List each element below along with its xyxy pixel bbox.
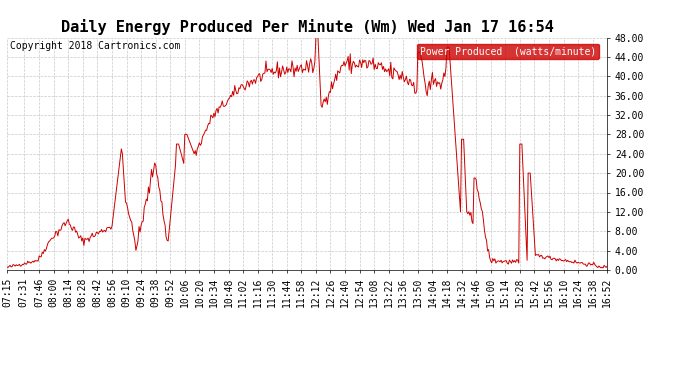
Title: Daily Energy Produced Per Minute (Wm) Wed Jan 17 16:54: Daily Energy Produced Per Minute (Wm) We… (61, 19, 553, 35)
Text: Copyright 2018 Cartronics.com: Copyright 2018 Cartronics.com (10, 41, 180, 51)
Legend: Power Produced  (watts/minute): Power Produced (watts/minute) (417, 44, 600, 59)
